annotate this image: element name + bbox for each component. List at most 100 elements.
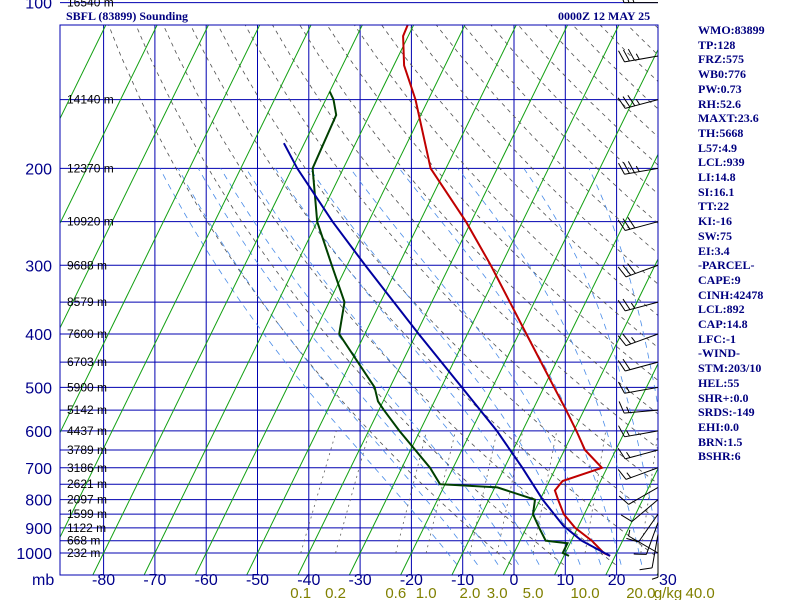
moist-adiabat [309,168,581,565]
isotherm-line [605,467,658,575]
mixing-ratio-lines [300,430,658,554]
wind-barb-flag [618,381,625,394]
temperature-tick-label: 10 [556,572,574,589]
wind-barb-flag [622,264,632,276]
wind-barb-flag [627,161,635,173]
index-item: SW:75 [698,228,733,243]
moist-adiabat [159,168,458,565]
height-label: 9688 m [67,258,107,272]
wind-barb-staff [638,513,659,543]
wind-barb-half-flag [651,576,659,580]
height-label: 14140 m [67,93,114,107]
index-item: CAPE:9 [698,272,741,287]
isotherm-line [246,25,517,575]
wind-barb-staff [625,467,659,480]
height-label: 232 m [67,546,100,560]
wind-barb [617,467,659,480]
wind-barb [617,217,659,231]
mixing-ratio-labels: 0.1 0.2 0.6 1.0 2.0 3.0 5.0 10.0 20.0 40.0g/kg [290,585,714,600]
index-item: LFC:-1 [698,331,736,346]
temperature-tick-label: 0 [510,572,519,589]
wind-barb-flag [617,335,627,346]
dry-adiabat [326,25,658,381]
isotherm-line [60,25,209,330]
height-label: 1122 m [67,521,106,535]
moist-adiabat [398,168,622,565]
wind-barb-staff [645,522,659,555]
index-item: BSHR:6 [698,449,741,464]
index-item: LI:14.8 [698,170,736,185]
height-label: 5900 m [67,380,107,394]
pressure-tick-label: 1000 [16,546,52,563]
moist-adiabat [457,168,643,565]
wind-barbs [617,0,659,580]
wind-barb-flag [622,333,632,345]
temperature-tick-label: 20 [608,572,626,589]
index-item: MAXT:23.6 [698,111,759,126]
mixing-ratio-label: 20.0 [626,585,655,600]
mixing-ratio-label: 10.0 [570,585,599,600]
index-item: TH:5668 [698,125,744,140]
mixing-ratio-label: 0.1 [290,585,311,600]
dry-adiabat [162,25,616,566]
wind-barb-half-flag [631,336,636,343]
wind-barb-staff [625,449,659,460]
mixing-ratio-label: 0.6 [385,585,406,600]
height-label: 7600 m [67,327,107,341]
wind-barb-staff [624,409,659,414]
indices-panel: WMO:83899 TP:128 FRZ:575 WB0:776 PW:0.73 RH:5… [698,23,798,464]
wind-barb-staff [628,535,659,554]
height-labels: 16540 m 14140 m 12370 m 10920 m 9688 m 8579 m… [67,0,114,560]
moist-adiabat [177,168,478,565]
height-label: 1599 m [67,507,107,521]
wind-barb [617,448,659,460]
isotherm-line [348,25,620,575]
index-item: RH:52.6 [698,96,741,111]
height-label: 2621 m [67,477,107,491]
wind-barb-flag [627,0,630,3]
index-item: SHR+:0.0 [698,390,749,405]
index-item: TT:22 [698,199,730,214]
grid [60,2,658,575]
height-label: 16540 m [67,0,114,10]
isotherm-line [60,25,261,434]
wind-barb-flag [622,358,631,370]
wind-barb-staff [625,264,659,278]
wind-barb-flag [622,0,625,3]
temperature-tick-label: -50 [246,572,269,589]
wind-barb-flag [618,162,625,175]
index-item: SRDS:-149 [698,405,755,420]
wind-barb-flag [617,360,626,372]
wind-barb [618,401,659,414]
moist-adiabat [245,168,540,565]
dry-adiabat [299,25,658,415]
dry-adiabat [108,25,512,566]
sounding-traces [283,25,611,557]
wind-barb-flag [617,266,627,278]
wind-barb-flag [618,495,629,505]
wind-barb-half-flag [635,98,641,105]
height-label: 8579 m [67,295,107,309]
wind-barb-flag [627,48,635,61]
wind-barb [633,522,659,555]
mixing-ratio-label: 0.2 [325,585,346,600]
height-label: 3789 m [67,443,107,457]
parcel-trace [283,142,611,557]
mixing-ratio-line [532,430,558,554]
index-item: -PARCEL- [698,258,755,273]
index-item: PW:0.73 [698,81,742,96]
height-label: 668 m [67,534,100,548]
isotherm-line [553,362,658,575]
wind-barb-staff [624,386,659,394]
index-item: EI:3.4 [698,243,730,258]
skewed-isotherms [0,0,658,576]
wind-barb [626,513,659,543]
wind-barb [618,161,659,175]
isotherm-line [92,25,363,575]
isotherm-line [0,0,26,576]
temperature-tick-labels: -80 -70 -60 -50 -40 -30 -20 -10 0 10 20 30 [92,572,677,589]
wind-barb-staff [625,361,659,372]
wind-barb-staff [628,486,659,505]
index-item: STM:203/10 [698,361,762,376]
wind-barb-half-flag [630,302,636,309]
